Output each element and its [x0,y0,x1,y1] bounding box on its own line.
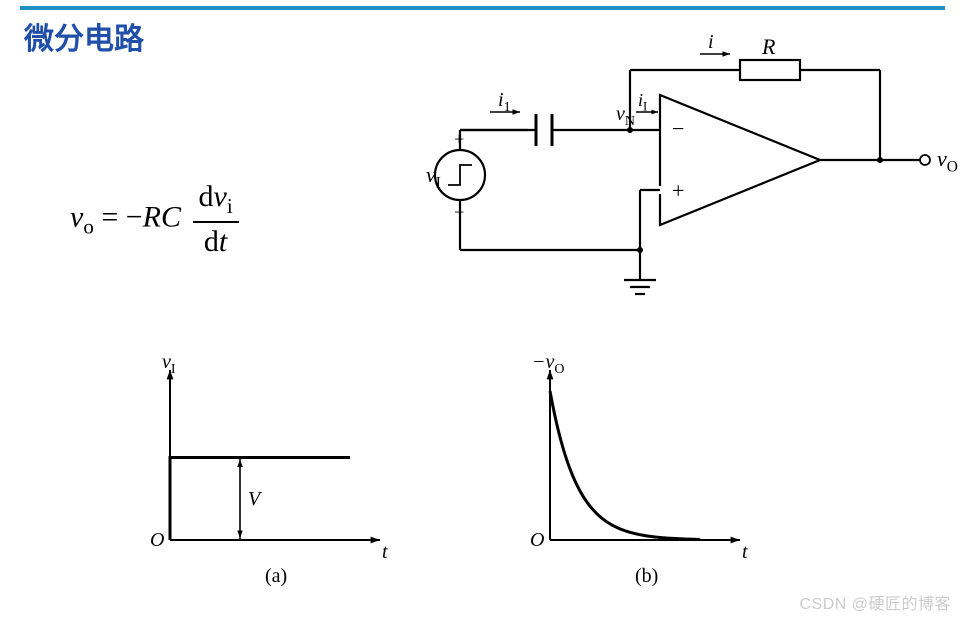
svg-text:−vO: −vO [532,351,565,377]
svg-text:(a): (a) [265,565,287,587]
svg-text:+: + [672,178,684,203]
svg-text:O: O [150,529,164,551]
eq-t: t [219,225,227,258]
svg-text:vN: vN [616,103,635,129]
svg-text:vO: vO [937,146,958,176]
svg-text:−: − [454,202,464,222]
page-title: 微分电路 [24,14,144,58]
svg-text:V: V [248,488,263,510]
eq-den: dt [193,223,239,259]
svg-text:t: t [382,541,388,563]
eq-d2: d [204,225,219,258]
svg-text:−: − [672,116,684,141]
svg-text:O: O [530,529,544,551]
svg-text:+: + [454,129,464,149]
eq-eq: = [101,200,125,233]
eq-neg: − [126,200,143,233]
svg-text:R: R [761,34,776,59]
svg-text:i: i [708,31,714,53]
plot-a: OtvIV(a) [130,350,410,590]
eq-frac: dvi dt [193,180,239,259]
svg-text:(b): (b) [635,565,658,587]
watermark: CSDN @硬匠的博客 [799,590,951,614]
eq-R: R [143,200,161,233]
svg-text:iI: iI [638,90,647,114]
circuit-diagram: +−vIi1vNiIiR−+vO [420,30,960,330]
eq-vo-sub: o [83,214,94,238]
equation: vo = −RC dvi dt [70,180,239,259]
svg-text:i1: i1 [498,89,511,115]
eq-vi-sub: i [227,194,233,218]
eq-d1: d [199,180,214,213]
title-text: 微分电路 [24,23,144,56]
watermark-text: CSDN @硬匠的博客 [799,596,951,613]
plot-b: Ot −vO (b) [490,350,770,590]
svg-text:t: t [742,541,748,563]
eq-vo-v: v [70,200,83,233]
eq-vi-v: v [214,180,227,213]
eq-C: C [161,200,181,233]
top-rule [20,6,945,10]
eq-num: dvi [193,180,239,223]
